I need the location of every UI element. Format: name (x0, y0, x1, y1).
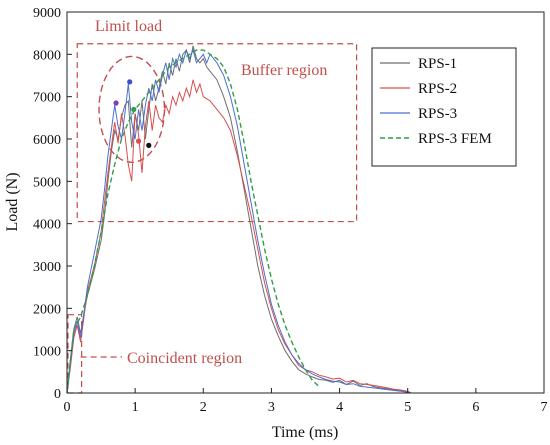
x-tick-label: 1 (132, 400, 139, 415)
limit-load-marker-2 (127, 79, 133, 85)
x-tick-label: 7 (541, 400, 548, 415)
y-axis-title: Load (N) (4, 172, 21, 231)
x-axis-ticks: 0 1 2 3 4 5 6 7 (64, 388, 548, 415)
coincident-region-label: Coincident region (127, 350, 242, 367)
y-tick-label: 5000 (33, 175, 61, 190)
y-tick-label: 6000 (33, 133, 61, 148)
series-line-3 (66, 48, 412, 394)
series-line-1 (66, 45, 412, 394)
x-tick-label: 0 (64, 400, 71, 415)
legend-label-2: RPS-2 (418, 81, 457, 97)
x-axis-title: Time (ms) (272, 424, 339, 441)
x-tick-label: 3 (268, 400, 275, 415)
legend: RPS-1 RPS-2 RPS-3 RPS-3 FEM (371, 47, 517, 167)
y-tick-label: 1000 (33, 345, 61, 360)
y-tick-label: 4000 (33, 218, 61, 233)
x-tick-label: 6 (472, 400, 479, 415)
legend-label-1: RPS-1 (418, 56, 457, 72)
y-tick-label: 8000 (33, 48, 61, 63)
x-tick-label: 4 (336, 400, 343, 415)
y-tick-label: 0 (54, 387, 61, 402)
limit-load-markers (113, 79, 152, 148)
x-tick-label: 5 (404, 400, 411, 415)
y-axis-ticks: 0 1000 2000 3000 4000 5000 6000 7000 8000 9000 (33, 6, 72, 402)
buffer-region-box (76, 43, 358, 223)
limit-load-label: Limit load (95, 18, 162, 35)
plot-area-frame (66, 11, 545, 394)
limit-load-marker-1 (113, 100, 119, 106)
series-lines (66, 45, 412, 394)
legend-label-4: RPS-3 FEM (418, 131, 492, 147)
coincident-region-box (67, 314, 83, 394)
limit-load-marker-3 (131, 106, 137, 112)
annotation-regions (67, 43, 358, 394)
series-line-4 (66, 49, 320, 394)
x-tick-label: 2 (200, 400, 207, 415)
legend-box (371, 47, 517, 167)
buffer-region-label: Buffer region (241, 62, 327, 79)
legend-label-3: RPS-3 (418, 106, 457, 122)
y-tick-label: 2000 (33, 302, 61, 317)
series-line-2 (66, 79, 412, 394)
limit-load-marker-5 (146, 142, 152, 148)
y-tick-label: 3000 (33, 260, 61, 275)
y-tick-label: 9000 (33, 6, 61, 21)
y-tick-label: 7000 (33, 91, 61, 106)
limit-load-marker-4 (135, 138, 142, 144)
